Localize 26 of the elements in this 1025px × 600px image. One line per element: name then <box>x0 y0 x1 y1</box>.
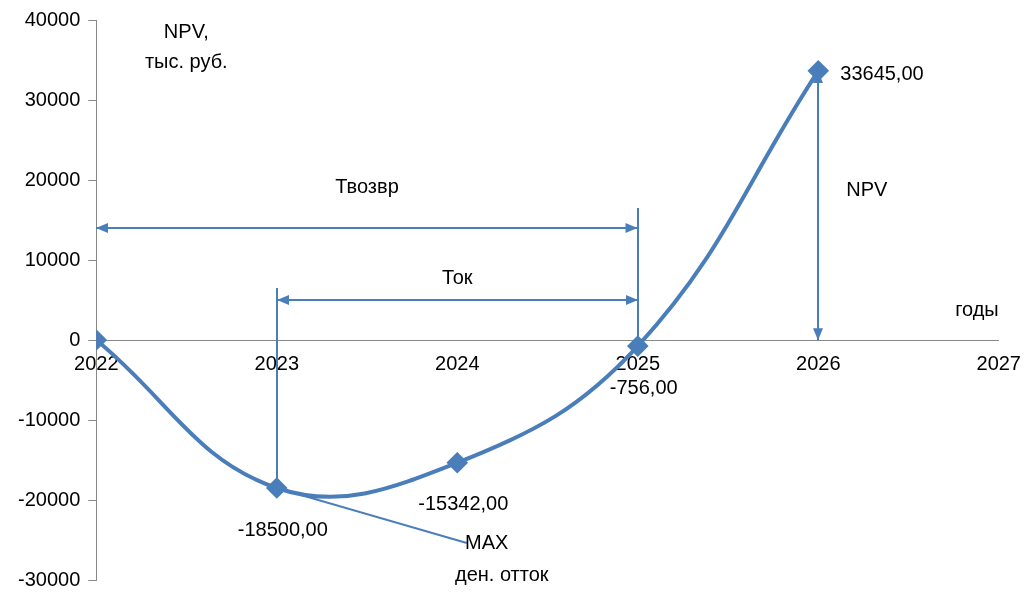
x-axis-title: годы <box>955 297 999 320</box>
x-tick-label: 2024 <box>435 351 480 374</box>
y-tick-label: -10000 <box>17 407 81 430</box>
point <box>627 336 648 357</box>
x-tick-label: 2026 <box>796 351 841 374</box>
point <box>266 478 287 498</box>
y-tick-label: 10000 <box>24 247 81 270</box>
x-tick-label: 2027 <box>976 351 1021 374</box>
y-tick-label: -30000 <box>17 567 81 590</box>
annotation: Ток <box>442 265 473 288</box>
y-tick-label: 20000 <box>24 167 81 190</box>
data-label: -15342,00 <box>418 492 509 515</box>
data-label: 33645,00 <box>840 62 924 85</box>
data-label: -756,00 <box>609 375 678 398</box>
y-tick-label: 40000 <box>24 7 81 30</box>
y-tick-label: -20000 <box>17 487 81 510</box>
point <box>808 60 829 81</box>
data-label: -18500,00 <box>237 517 328 540</box>
y-tick-label: 30000 <box>24 87 81 110</box>
annotation: MAX ден. отток <box>454 530 549 585</box>
annotation: Твозвр <box>335 175 399 198</box>
y-tick-label: 0 <box>69 327 81 350</box>
point <box>447 452 468 473</box>
y-axis-title: NPV, тыс. руб. <box>144 19 228 72</box>
annotation: NPV <box>846 177 889 200</box>
x-tick-label: 2022 <box>74 351 119 374</box>
